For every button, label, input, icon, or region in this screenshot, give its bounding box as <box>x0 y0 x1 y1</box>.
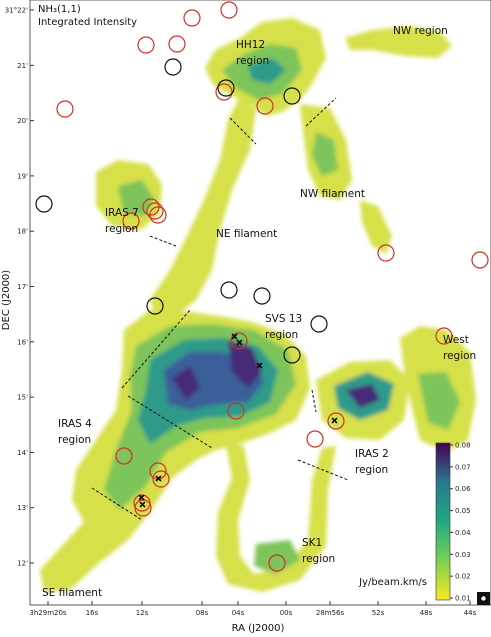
region-label: West <box>443 334 469 346</box>
x-tick-label: 00s <box>280 609 293 617</box>
region-label: region <box>302 553 335 565</box>
y-axis-label: DEC (J2000) <box>1 270 12 330</box>
colorbar-tick-label: 0.05 <box>455 507 471 515</box>
y-tick-label: 19' <box>17 172 28 180</box>
region-label: NW filament <box>300 188 365 200</box>
region-label: region <box>355 464 388 476</box>
source-circles <box>35 1 489 572</box>
region-label: region <box>265 329 298 341</box>
y-tick-label: 17' <box>17 283 28 291</box>
colorbar-tick-label: 0.04 <box>455 529 471 537</box>
y-tick-label: 20' <box>17 117 28 125</box>
colorbar-tick-label: 0.02 <box>455 573 471 581</box>
region-label: IRAS 7 <box>105 207 139 219</box>
x-tick-label: 12s <box>136 609 149 617</box>
region-label: IRAS 2 <box>355 448 389 460</box>
region-label: region <box>443 350 476 362</box>
region-label: NW region <box>393 25 448 37</box>
x-tick-label: 48s <box>420 609 433 617</box>
x-tick-label: 28m56s <box>316 609 345 617</box>
colorbar-tick-label: 0.06 <box>455 485 471 493</box>
region-label: HH12 <box>236 39 265 51</box>
region-label: region <box>58 434 91 446</box>
region-label: region <box>105 223 138 235</box>
x-tick-label: 3h29m20s <box>29 609 67 617</box>
region-label: SVS 13 <box>265 313 302 325</box>
colorbar <box>435 442 451 601</box>
colorbar-tick-label: 0.08 <box>455 442 471 450</box>
y-tick-label: 21' <box>17 62 28 70</box>
x-tick-label: 04s <box>232 609 245 617</box>
x-axis-label: RA (J2000) <box>232 623 285 634</box>
region-label: SK1 <box>302 537 322 549</box>
x-tick-label: 44s <box>464 609 477 617</box>
y-tick-label: 16' <box>17 338 28 346</box>
ticks: 3h29m20s 16s 12s 08s 04s 00s 28m56s 52s 48s 44s RA… <box>1 7 477 635</box>
region-label: region <box>236 55 269 67</box>
region-label: SE filament <box>42 587 102 599</box>
y-tick-label: 15' <box>17 394 28 402</box>
x-tick-label: 08s <box>196 609 209 617</box>
x-tick-label: 16s <box>86 609 99 617</box>
y-tick-label: 13' <box>17 504 28 512</box>
y-tick-label: 14' <box>17 449 28 457</box>
x-tick-label: 52s <box>372 609 385 617</box>
map-title: Integrated Intensity <box>38 17 137 28</box>
beam <box>481 596 486 601</box>
y-tick-label: 12' <box>17 560 28 568</box>
y-tick-label: 31°22' <box>5 7 28 15</box>
colorbar-label: Jy/beam.km/s <box>358 577 427 588</box>
colorbar-tick-label: 0.01 <box>455 595 471 603</box>
region-label: NE filament <box>216 228 277 240</box>
region-label: IRAS 4 <box>58 418 92 430</box>
colorbar-tick-label: 0.07 <box>455 463 471 471</box>
colorbar-tick-label: 0.03 <box>455 551 471 559</box>
dashed-boundaries <box>91 97 349 521</box>
labels: NH₃(1,1) Integrated Intensity NW region HH1… <box>38 4 476 599</box>
map-title: NH₃(1,1) <box>38 4 81 15</box>
emission-map <box>40 18 476 592</box>
y-tick-label: 18' <box>17 228 28 236</box>
